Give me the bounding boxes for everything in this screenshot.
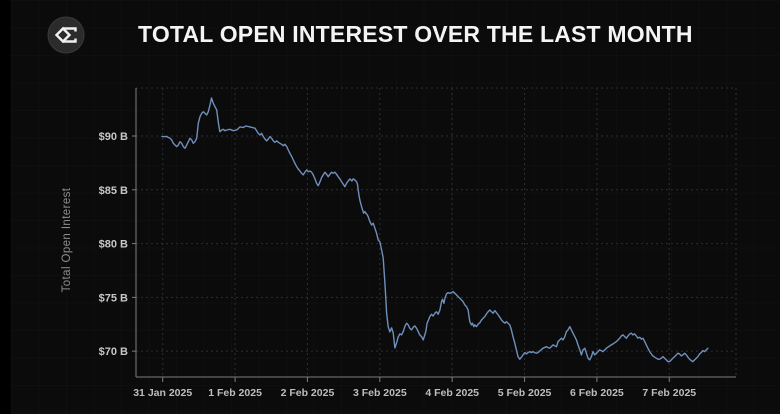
x-tick-label: 7 Feb 2025 [642,387,696,399]
sigma-glyph-icon [54,26,77,44]
x-tick-labels: 31 Jan 2025 1 Feb 2025 2 Feb 2025 3 Feb 202… [133,387,696,399]
x-tick-label: 31 Jan 2025 [133,387,192,399]
y-tick-label: $85 B [99,185,128,197]
x-tick-label: 6 Feb 2025 [570,387,624,399]
page-title: TOTAL OPEN INTEREST OVER THE LAST MONTH [138,21,693,47]
y-tick-label: $90 B [99,131,128,143]
x-tick-label: 4 Feb 2025 [425,387,479,399]
y-tick-label: $70 B [99,346,128,358]
logo-circle [47,16,85,54]
y-tick-label: $75 B [99,292,128,304]
dashboard-panel [11,0,780,414]
axes [132,88,736,382]
sigma-diamond-logo[interactable] [47,16,85,54]
series-total-open-interest[interactable] [161,97,709,363]
x-tick-label: 1 Feb 2025 [208,387,262,399]
y-tick-labels: $70 B $75 B $80 B $85 B $90 B [99,131,128,358]
x-tick-label: 5 Feb 2025 [498,387,552,399]
x-tick-label: 2 Feb 2025 [281,387,335,399]
gridlines [136,87,737,377]
logo-svg [47,16,85,54]
x-tick-label: 3 Feb 2025 [353,387,407,399]
y-tick-label: $80 B [99,239,128,251]
